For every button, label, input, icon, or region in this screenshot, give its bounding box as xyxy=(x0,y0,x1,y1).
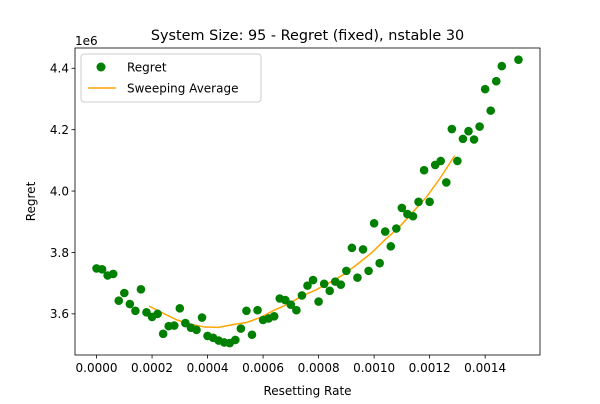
regret-point xyxy=(397,203,407,213)
regret-point xyxy=(453,156,462,166)
regret-point xyxy=(464,126,473,136)
y-tick-label: 4.2 xyxy=(50,123,69,137)
regret-point xyxy=(441,178,451,187)
x-tick-label: 0.0006 xyxy=(242,361,284,375)
regret-point xyxy=(120,288,129,298)
y-axis-offset-label: 1e6 xyxy=(75,34,98,48)
y-tick-label: 4.0 xyxy=(50,184,69,198)
regret-point xyxy=(97,265,107,274)
regret-point xyxy=(425,197,434,207)
regret-point xyxy=(497,61,507,71)
regret-point xyxy=(108,269,118,279)
regret-point xyxy=(297,291,307,300)
regret-point xyxy=(342,266,351,276)
regret-point xyxy=(192,325,201,335)
x-tick-label: 0.0004 xyxy=(187,361,229,375)
regret-point xyxy=(458,134,468,144)
regret-point xyxy=(114,296,124,305)
legend-box xyxy=(80,53,262,103)
regret-point xyxy=(380,227,390,236)
regret-point xyxy=(336,280,346,290)
regret-point xyxy=(269,312,279,321)
chart-title: System Size: 95 - Regret (fixed), nstabl… xyxy=(151,28,464,44)
regret-point xyxy=(319,279,329,289)
regret-point xyxy=(253,305,262,315)
regret-point xyxy=(475,122,484,131)
x-tick-label: 0.0002 xyxy=(131,361,173,375)
regret-point xyxy=(314,297,323,306)
regret-point xyxy=(247,330,257,340)
regret-point xyxy=(375,258,384,268)
x-tick-label: 0.0010 xyxy=(353,361,395,375)
x-tick-label: 0.0000 xyxy=(76,361,118,375)
y-tick-label: 3.8 xyxy=(50,246,69,260)
regret-point xyxy=(125,299,135,309)
regret-point xyxy=(131,306,140,316)
regret-point xyxy=(236,324,246,333)
legend-marker-regret xyxy=(96,62,106,72)
regret-point xyxy=(292,305,301,315)
x-tick-label: 0.0008 xyxy=(298,361,340,375)
regret-point xyxy=(386,242,396,251)
regret-point xyxy=(392,224,401,233)
x-tick-label: 0.0012 xyxy=(409,361,451,375)
x-axis-label: Resetting Rate xyxy=(263,384,351,398)
regret-point xyxy=(491,76,501,86)
y-tick-label: 4.4 xyxy=(50,62,69,76)
legend: Regret Sweeping Average xyxy=(80,53,262,103)
regret-point xyxy=(169,321,179,330)
regret-point xyxy=(469,135,479,144)
regret-point xyxy=(153,309,162,319)
y-axis-label: Regret xyxy=(24,181,38,221)
regret-point xyxy=(158,329,168,339)
regret-point xyxy=(136,285,146,294)
x-tick-label: 0.0014 xyxy=(464,361,506,375)
regret-point xyxy=(231,335,240,345)
plot-frame xyxy=(74,47,541,356)
regret-point xyxy=(369,219,379,228)
legend-label-regret: Regret xyxy=(127,61,167,75)
regret-series xyxy=(92,55,523,348)
regret-point xyxy=(480,84,490,94)
regret-point xyxy=(486,106,496,115)
regret-point xyxy=(414,197,423,207)
regret-point xyxy=(364,266,373,276)
regret-point xyxy=(358,245,368,254)
y-axis: 3.6 3.8 4.0 4.2 4.4 xyxy=(50,62,75,321)
regret-point xyxy=(347,243,357,253)
regret-point xyxy=(286,300,296,309)
regret-point xyxy=(303,281,312,290)
regret-point xyxy=(436,156,446,166)
regret-point xyxy=(447,124,457,134)
y-tick-label: 3.6 xyxy=(50,307,69,321)
regret-point xyxy=(242,306,251,316)
regret-point xyxy=(175,304,185,313)
x-axis: 0.0000 0.0002 0.0004 0.0006 0.0008 0.0010 0.00… xyxy=(76,355,506,375)
regret-point xyxy=(408,211,418,221)
regret-point xyxy=(197,313,207,322)
regret-point xyxy=(325,286,335,296)
legend-label-sweeping-average: Sweeping Average xyxy=(127,82,238,96)
regret-point xyxy=(353,273,362,282)
regret-point xyxy=(308,275,318,285)
regret-point xyxy=(514,55,523,64)
regret-point xyxy=(419,165,429,175)
